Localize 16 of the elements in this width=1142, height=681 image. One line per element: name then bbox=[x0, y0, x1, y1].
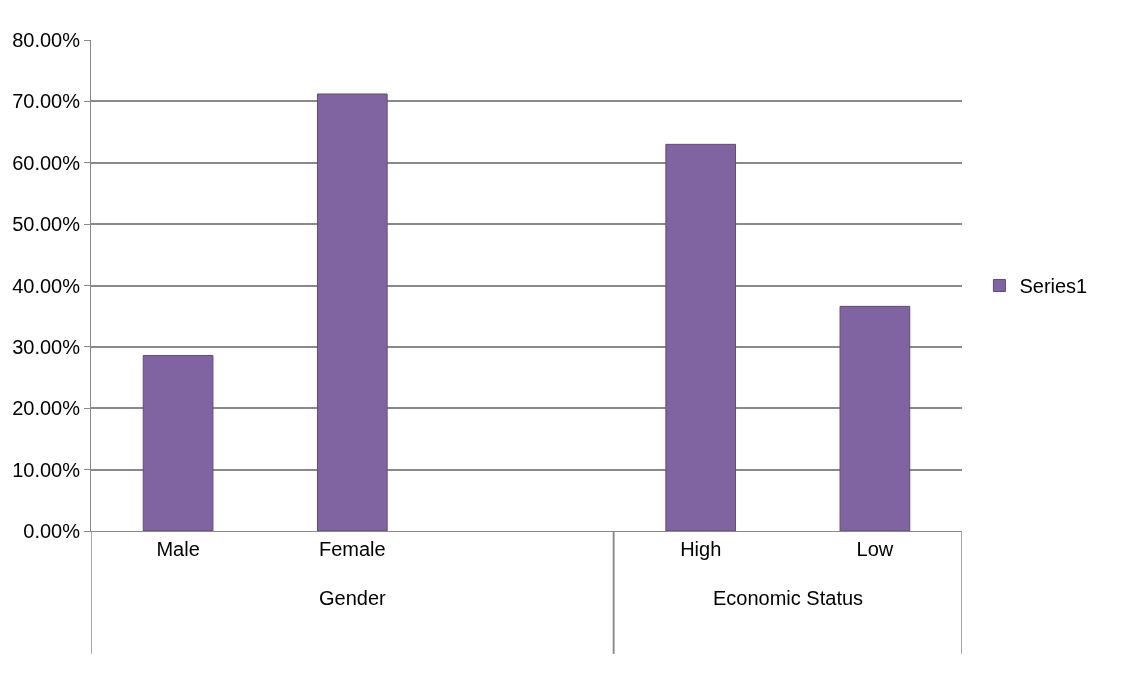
x-tick-label: Male bbox=[156, 538, 200, 560]
y-tick-label: 0.00% bbox=[23, 520, 81, 542]
y-tick-label: 40.00% bbox=[12, 274, 81, 297]
y-tick-label: 80.00% bbox=[12, 29, 81, 51]
x-tick-label: High bbox=[680, 538, 722, 560]
x-tick-label: Female bbox=[318, 538, 386, 560]
y-tick-label: 60.00% bbox=[12, 151, 81, 174]
text: Economic Status bbox=[713, 587, 864, 609]
x-tick-label: Low bbox=[856, 538, 894, 560]
y-tick-label: 20.00% bbox=[12, 397, 81, 420]
text: Gender bbox=[319, 587, 387, 609]
y-tick-label: 70.00% bbox=[12, 90, 81, 113]
y-tick-label: 10.00% bbox=[12, 458, 81, 481]
y-tick-label: 30.00% bbox=[12, 335, 81, 358]
y-tick-label: 50.00% bbox=[12, 213, 81, 236]
legend-label: Series1 bbox=[1019, 275, 1088, 298]
